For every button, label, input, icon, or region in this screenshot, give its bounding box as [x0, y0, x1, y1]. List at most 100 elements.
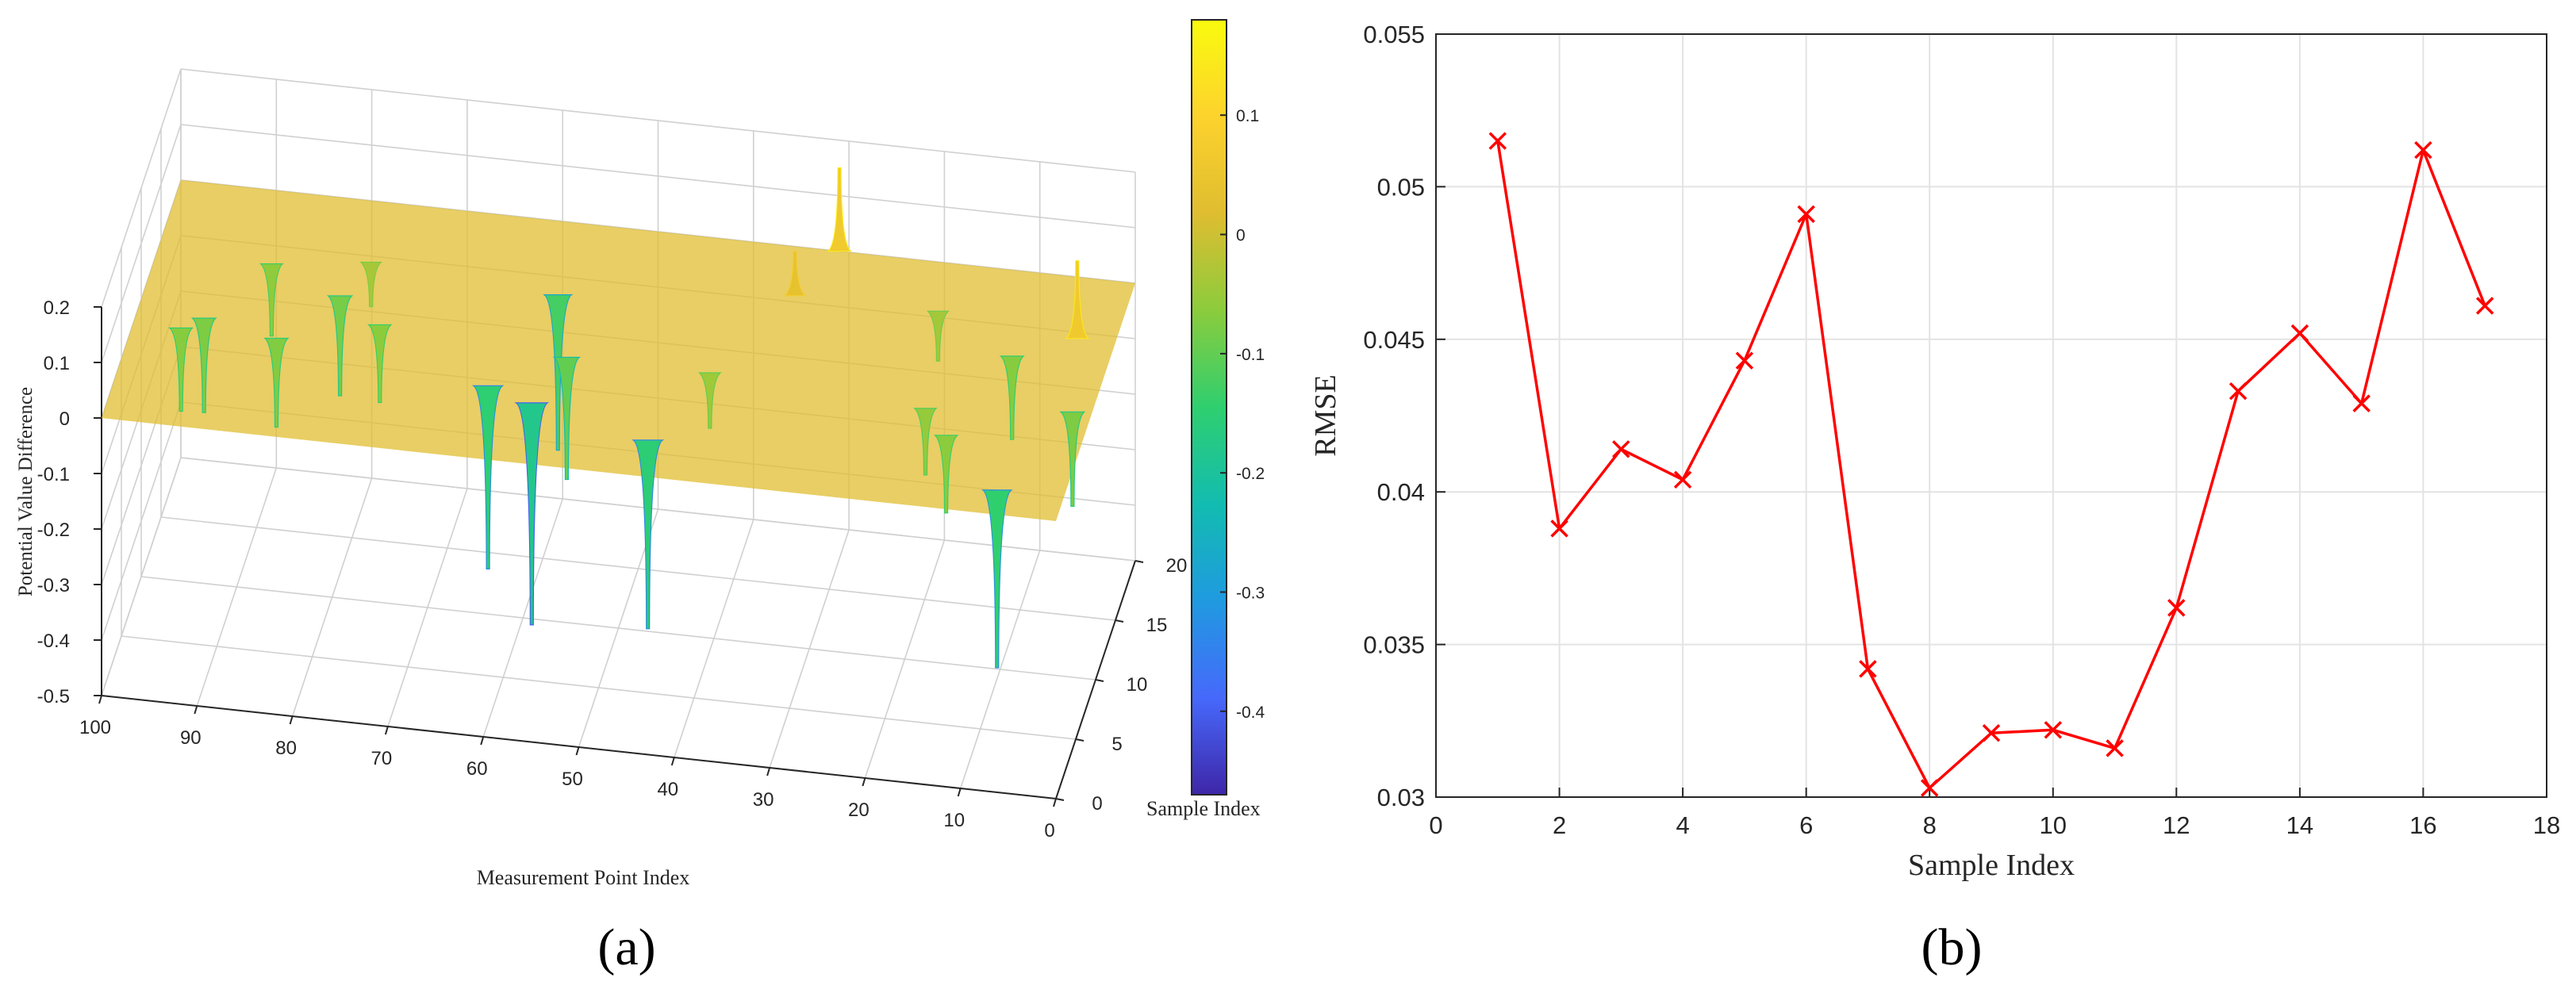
- y-tick-label: 0.045: [1363, 326, 1425, 354]
- x-tick-label: 10: [2040, 811, 2067, 839]
- rmse-point-marker: [2044, 721, 2063, 739]
- back-wall-gridline: [180, 457, 1136, 562]
- x-tick-mark: [575, 746, 580, 756]
- surface-feature: [367, 324, 393, 404]
- y-tick-mark: [1095, 679, 1104, 682]
- side-wall-gridline: [101, 68, 182, 308]
- z-tick-label: -0.2: [37, 520, 70, 541]
- x-tick-label: 6: [1799, 811, 1813, 839]
- surface-chart: 0.20.10-0.1-0.2-0.3-0.4-0.5 100 90 80 70 60 5…: [15, 19, 1265, 889]
- rmse-point-marker: [1735, 351, 1754, 370]
- side-wall-gridline: [101, 457, 182, 696]
- y-tick-label: 0.05: [1377, 173, 1425, 201]
- colorbar-tick-label: 0.1: [1236, 107, 1259, 125]
- y-tick-label: 5: [1111, 734, 1122, 755]
- rmse-point-marker: [1920, 779, 1939, 797]
- floor-gridline: [121, 635, 1077, 740]
- z-tick-label: -0.3: [37, 575, 70, 596]
- surface-feature: [981, 489, 1013, 669]
- surface-feature: [259, 263, 284, 337]
- rmse-point-marker: [2414, 140, 2432, 159]
- y-tick-mark: [1075, 738, 1085, 742]
- x-tick-label: 50: [562, 769, 583, 790]
- x-axis-ticks: 100 90 80 70 60 50 40 30 20 10 0: [79, 695, 1057, 842]
- x-tick-mark: [1053, 798, 1057, 807]
- surface-feature: [359, 262, 382, 308]
- surface-feature: [326, 295, 354, 397]
- colorbar-ticks: 0.1 0 -0.1 -0.2 -0.3 -0.4: [1220, 107, 1265, 722]
- x-tick-label: 16: [2409, 811, 2436, 839]
- y-tick-mark: [1134, 560, 1144, 563]
- z-axis-ticks: 0.2 0.1 0 -0.1 -0.2 -0.3 -0.4 -0.5: [37, 297, 102, 707]
- line-chart-x-ticks: 0 2 4 6 8 10 12 14 16 18: [1429, 788, 2560, 839]
- colorbar-tick-label: 0: [1236, 227, 1246, 245]
- rmse-point-marker: [2229, 381, 2248, 401]
- y-tick-label: 0.055: [1363, 21, 1425, 48]
- surface-feature: [913, 408, 938, 476]
- y-tick-label: 0.04: [1377, 478, 1425, 506]
- y-tick-mark: [1055, 798, 1065, 801]
- surface-feature: [552, 356, 582, 481]
- z-tick-label: -0.1: [37, 464, 70, 485]
- colorbar-tick-label: -0.3: [1236, 585, 1265, 603]
- x-tick-label: 0: [1429, 811, 1442, 839]
- surface-feature: [514, 402, 550, 626]
- y-axis-ticks: 0 5 10 15 20: [1055, 555, 1187, 815]
- rmse-point-marker: [2352, 394, 2371, 412]
- surface-feature: [543, 294, 574, 451]
- y-tick-label: 0.03: [1377, 784, 1425, 811]
- x-tick-mark: [194, 705, 198, 715]
- rmse-point-marker: [1612, 440, 1630, 458]
- x-tick-mark: [384, 726, 389, 735]
- x-tick-label: 70: [371, 748, 393, 769]
- surface-feature: [263, 337, 290, 428]
- z-axis-label: Potential Value Difference: [15, 387, 36, 596]
- panel-label-b: (b): [1921, 918, 1983, 976]
- x-tick-mark: [957, 788, 962, 797]
- x-tick-mark: [289, 715, 294, 725]
- x-tick-label: 4: [1676, 811, 1689, 839]
- x-tick-label: 20: [848, 799, 870, 821]
- z-tick-label: 0.1: [44, 353, 70, 374]
- x-tick-mark: [766, 767, 771, 776]
- rmse-series: [1488, 132, 2494, 797]
- rmse-line-chart: 0 2 4 6 8 10 12 14 16 18 0.0550.050.0450.040.0350…: [1309, 21, 2560, 882]
- rmse-point-marker: [1859, 660, 1877, 678]
- surface-plot: [102, 167, 1135, 669]
- x-tick-label: 8: [1923, 811, 1937, 839]
- y-tick-label: 0.035: [1363, 631, 1425, 659]
- rmse-point-marker: [1550, 520, 1568, 538]
- x-axis-label: Measurement Point Index: [477, 866, 690, 889]
- surface-feature: [471, 385, 505, 569]
- x-tick-mark: [480, 736, 485, 746]
- x-tick-label: 14: [2286, 811, 2313, 839]
- surface-feature: [999, 355, 1025, 440]
- z-tick-label: -0.5: [37, 686, 70, 707]
- surface-feature: [190, 317, 217, 413]
- x-tick-label: 30: [753, 789, 774, 811]
- x-tick-label: 10: [943, 810, 965, 831]
- y-tick-mark: [1115, 619, 1124, 623]
- surface-feature: [1065, 260, 1090, 339]
- x-tick-label: 12: [2163, 811, 2190, 839]
- x-tick-label: 18: [2533, 811, 2560, 839]
- colorbar-tick-label: -0.2: [1236, 465, 1265, 483]
- y-axis-label: Sample Index: [1146, 797, 1261, 820]
- x-tick-mark: [670, 757, 675, 766]
- x-tick-label: 60: [466, 758, 488, 780]
- line-y-axis-label: RMSE: [1309, 374, 1342, 456]
- panel-label-a: (a): [597, 918, 655, 976]
- x-tick-label: 80: [275, 738, 297, 759]
- y-tick-label: 10: [1127, 674, 1148, 696]
- surface-plane: [102, 180, 1135, 521]
- x-tick-mark: [98, 695, 102, 704]
- surface-feature: [933, 435, 959, 514]
- plot-frame: [1435, 33, 2547, 798]
- colorbar-gradient: [1191, 19, 1227, 796]
- side-wall-gridline: [101, 124, 182, 363]
- surface-feature: [827, 167, 853, 252]
- x-tick-label: 100: [79, 717, 111, 738]
- floor-gridline: [140, 576, 1096, 681]
- rmse-point-marker: [2475, 297, 2494, 315]
